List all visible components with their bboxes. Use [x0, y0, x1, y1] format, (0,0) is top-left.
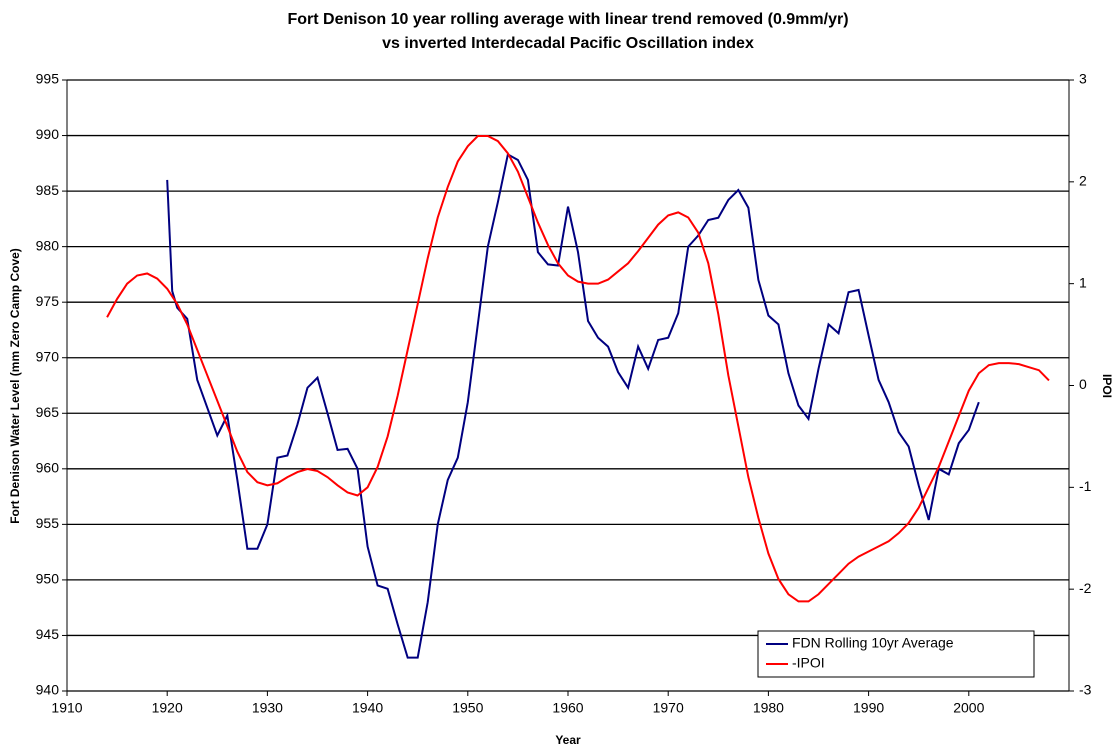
legend-box [757, 630, 1035, 678]
y2-tick-label: 1 [1079, 274, 1087, 290]
y2-tick-label: 3 [1079, 71, 1087, 87]
y-tick-label: 965 [36, 404, 60, 420]
x-tick-label: 1990 [853, 700, 884, 716]
y2-tick-label: 2 [1079, 173, 1087, 189]
y2-axis-title: IPOI [1100, 374, 1114, 398]
x-tick-label: 1970 [653, 700, 684, 716]
y-axis-title: Fort Denison Water Level (mm Zero Camp C… [8, 248, 22, 524]
y-tick-label: 970 [36, 348, 60, 364]
y2-tick-label: -1 [1079, 478, 1092, 494]
y-tick-label: 995 [36, 71, 60, 87]
x-tick-label: 1910 [51, 700, 82, 716]
x-tick-label: 1930 [252, 700, 283, 716]
series-line [106, 135, 1050, 603]
chart-title: Fort Denison 10 year rolling average wit… [287, 11, 848, 28]
series-line [166, 152, 980, 659]
legend-label: -IPOI [792, 655, 825, 671]
y-tick-label: 975 [36, 293, 60, 309]
x-tick-label: 1940 [352, 700, 383, 716]
y-tick-label: 985 [36, 182, 60, 198]
y2-tick-label: 0 [1079, 376, 1087, 392]
y-tick-label: 950 [36, 571, 60, 587]
x-axis-title: Year [555, 733, 581, 747]
y2-tick-label: -2 [1079, 580, 1092, 596]
x-tick-label: 1950 [452, 700, 483, 716]
y-tick-label: 980 [36, 237, 60, 253]
x-tick-label: 1920 [152, 700, 183, 716]
y-tick-label: 955 [36, 515, 60, 531]
y-tick-label: 945 [36, 626, 60, 642]
y-tick-label: 940 [36, 682, 60, 698]
chart-subtitle: vs inverted Interdecadal Pacific Oscilla… [382, 35, 754, 52]
y2-tick-label: -3 [1079, 682, 1092, 698]
y-tick-label: 960 [36, 460, 60, 476]
x-tick-label: 1960 [552, 700, 583, 716]
x-tick-label: 2000 [953, 700, 984, 716]
y-tick-label: 990 [36, 126, 60, 142]
x-tick-label: 1980 [753, 700, 784, 716]
legend-label: FDN Rolling 10yr Average [792, 635, 954, 651]
